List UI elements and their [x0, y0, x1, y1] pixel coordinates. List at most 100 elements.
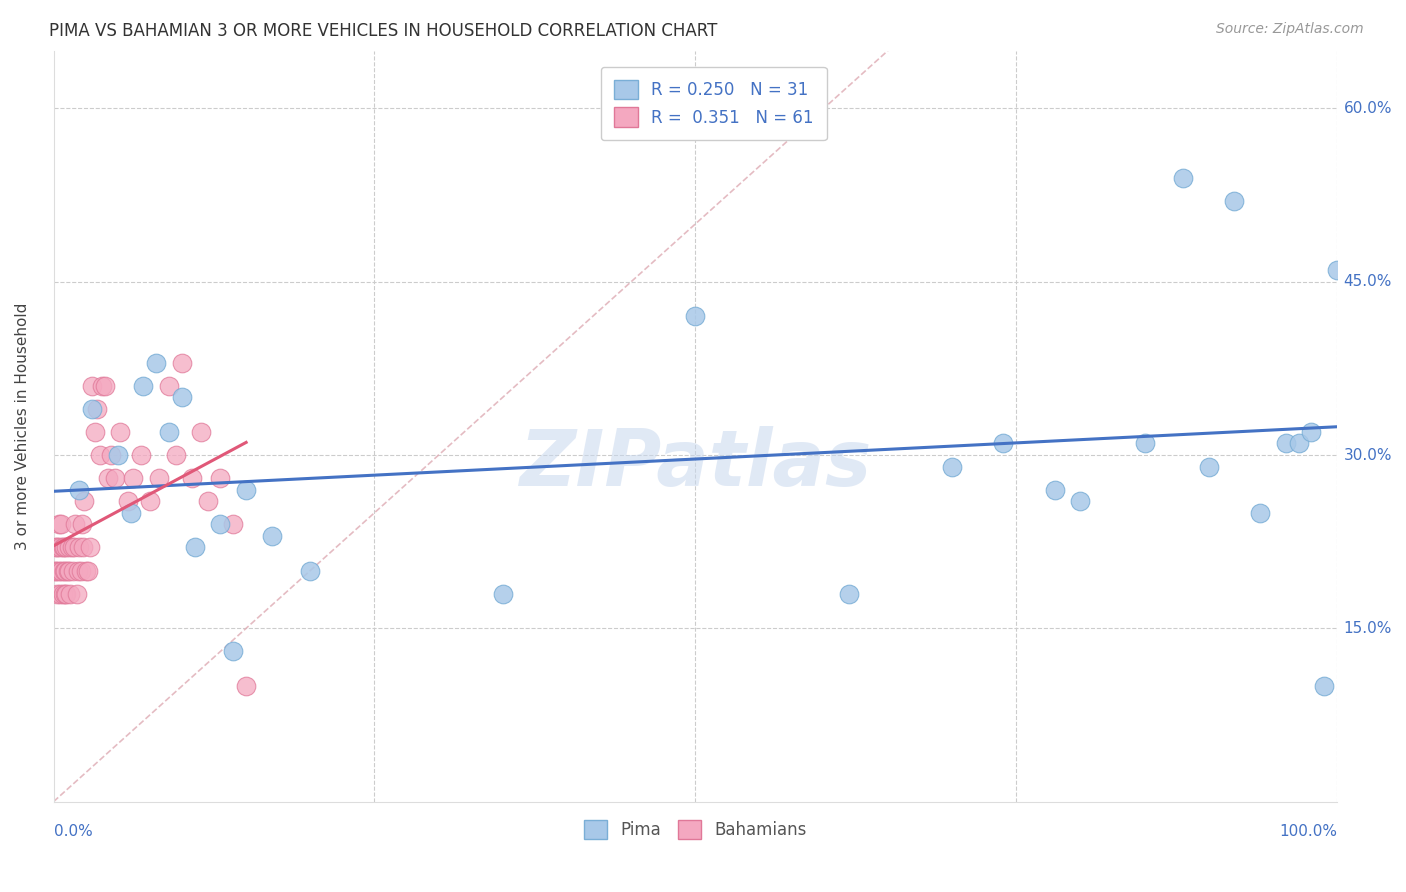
Point [79, 541, 101, 555]
Text: 60.0%: 60.0% [1344, 101, 1392, 116]
Point [49, 541, 72, 555]
Point [56, 564, 79, 578]
Point [52, 541, 75, 555]
Text: 15.0%: 15.0% [1344, 621, 1392, 636]
Point [1288, 436, 1310, 450]
Point [91, 378, 114, 392]
Point [1249, 506, 1271, 520]
Point [129, 448, 152, 462]
Point [1171, 170, 1194, 185]
Point [685, 310, 707, 324]
Point [1133, 436, 1156, 450]
Text: 45.0%: 45.0% [1344, 274, 1392, 289]
Point [117, 494, 139, 508]
Point [51, 564, 73, 578]
Point [184, 541, 207, 555]
Point [148, 471, 170, 485]
Point [67, 483, 90, 497]
Point [120, 506, 142, 520]
Point [60, 541, 83, 555]
Point [235, 679, 257, 693]
Point [45, 541, 67, 555]
Point [48, 517, 70, 532]
Point [70, 517, 93, 532]
Point [96, 471, 118, 485]
Point [1069, 494, 1091, 508]
Point [48, 564, 70, 578]
Legend: Pima, Bahamians: Pima, Bahamians [576, 814, 814, 846]
Point [1274, 436, 1296, 450]
Point [82, 401, 104, 416]
Point [62, 564, 84, 578]
Point [69, 564, 91, 578]
Point [132, 378, 155, 392]
Point [190, 425, 212, 439]
Point [51, 517, 73, 532]
Text: 0.0%: 0.0% [53, 824, 93, 839]
Point [52, 587, 75, 601]
Point [58, 564, 80, 578]
Point [72, 541, 94, 555]
Point [100, 448, 122, 462]
Point [299, 564, 322, 578]
Point [66, 564, 89, 578]
Point [1198, 459, 1220, 474]
Point [157, 378, 180, 392]
Point [67, 541, 90, 555]
Point [107, 448, 129, 462]
Point [49, 587, 72, 601]
Point [104, 471, 127, 485]
Point [58, 541, 80, 555]
Text: 100.0%: 100.0% [1279, 824, 1337, 839]
Point [73, 494, 96, 508]
Point [46, 587, 69, 601]
Point [157, 425, 180, 439]
Point [1313, 679, 1336, 693]
Text: PIMA VS BAHAMIAN 3 OR MORE VEHICLES IN HOUSEHOLD CORRELATION CHART: PIMA VS BAHAMIAN 3 OR MORE VEHICLES IN H… [49, 22, 717, 40]
Point [165, 448, 187, 462]
Point [993, 436, 1015, 450]
Point [82, 378, 104, 392]
Text: ZIPatlas: ZIPatlas [519, 425, 872, 501]
Point [59, 587, 82, 601]
Point [53, 587, 76, 601]
Point [941, 459, 963, 474]
Point [83, 425, 105, 439]
Point [1223, 194, 1246, 208]
Point [46, 541, 69, 555]
Point [55, 541, 77, 555]
Point [197, 494, 219, 508]
Point [77, 564, 100, 578]
Point [170, 355, 193, 369]
Point [122, 471, 145, 485]
Point [1301, 425, 1323, 439]
Point [222, 517, 245, 532]
Point [45, 564, 67, 578]
Point [170, 390, 193, 404]
Point [838, 587, 860, 601]
Point [145, 355, 167, 369]
Point [86, 401, 108, 416]
Point [52, 541, 75, 555]
Point [44, 564, 66, 578]
Point [235, 483, 257, 497]
Point [55, 587, 77, 601]
Point [75, 564, 97, 578]
Text: 30.0%: 30.0% [1344, 448, 1392, 463]
Point [1326, 263, 1348, 277]
Point [110, 425, 132, 439]
Point [65, 517, 87, 532]
Point [66, 587, 89, 601]
Point [94, 378, 117, 392]
Point [260, 529, 283, 543]
Point [63, 541, 86, 555]
Point [492, 587, 515, 601]
Point [209, 517, 232, 532]
Point [181, 471, 204, 485]
Point [222, 644, 245, 658]
Point [1043, 483, 1066, 497]
Point [139, 494, 162, 508]
Point [89, 448, 111, 462]
Point [53, 564, 76, 578]
Y-axis label: 3 or more Vehicles in Household: 3 or more Vehicles in Household [15, 302, 30, 549]
